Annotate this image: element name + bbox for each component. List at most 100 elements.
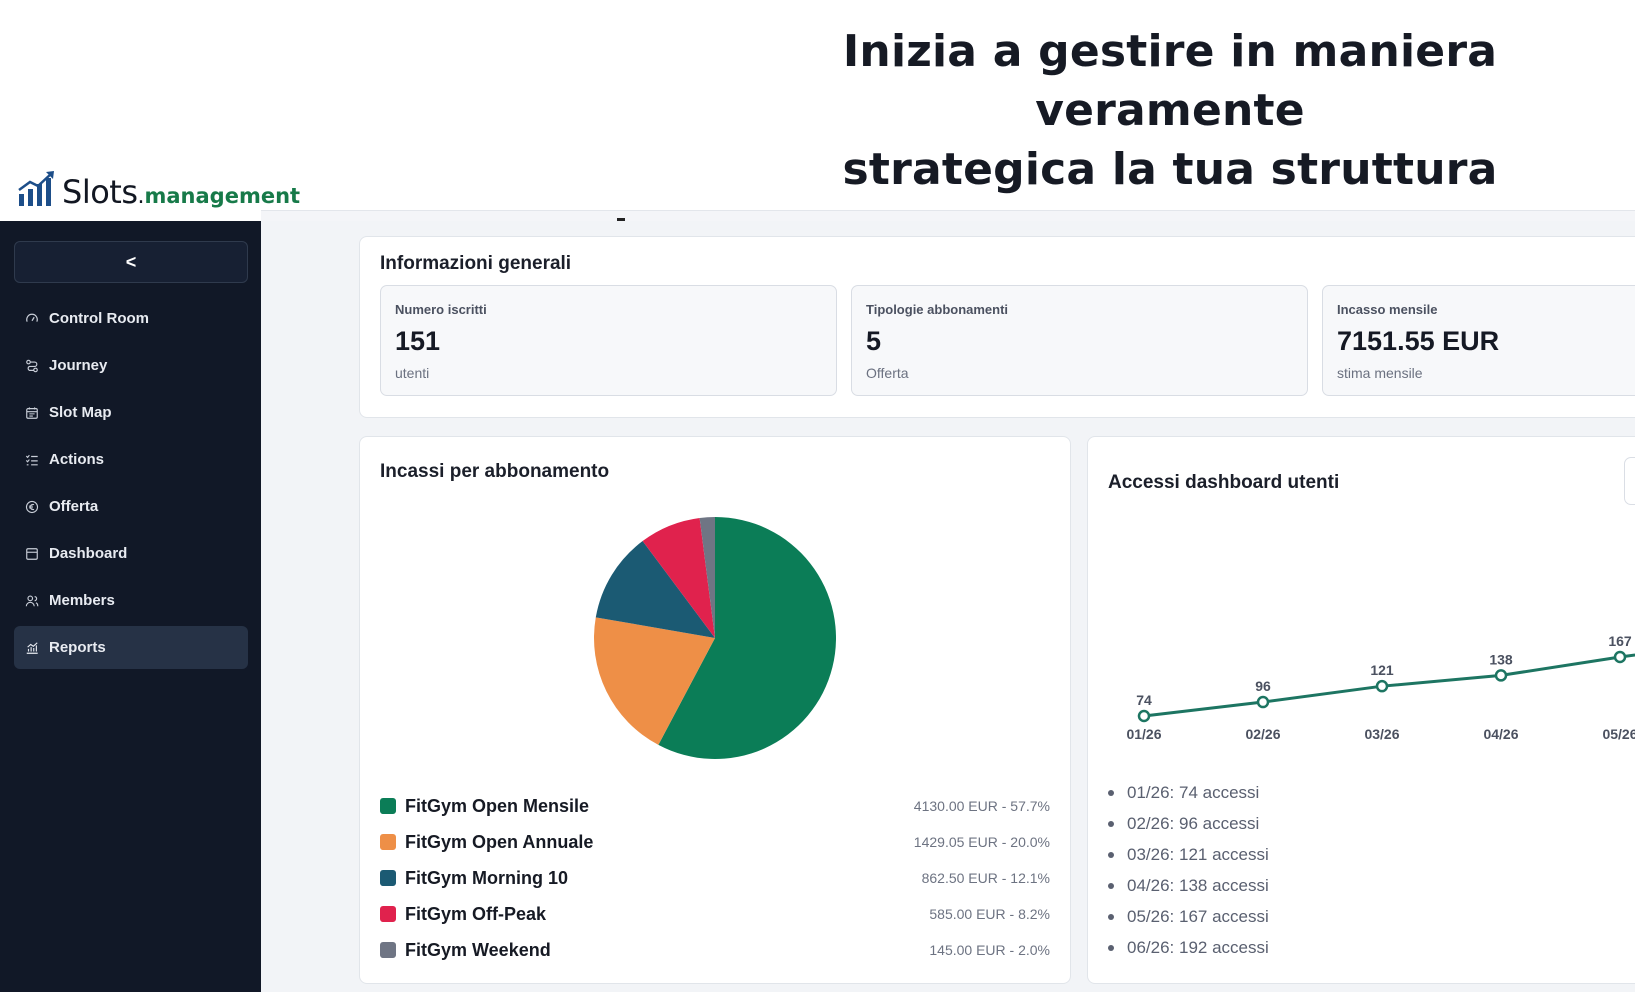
general-info-title: Informazioni generali bbox=[380, 253, 572, 274]
legend-item: FitGym Open Mensile 4130.00 EUR - 57.7% bbox=[380, 794, 1050, 818]
dashboard-access-card: Accessi dashboard utenti 74 01/26 96 02/26 1… bbox=[1087, 436, 1635, 984]
brand-suffix: management bbox=[144, 184, 301, 208]
x-tick-label: 01/26 bbox=[1126, 726, 1161, 742]
calendar-icon bbox=[24, 405, 40, 421]
sidebar-item-label: Reports bbox=[49, 639, 106, 656]
legend-value: 1429.05 EUR - 20.0% bbox=[913, 834, 1050, 850]
stat-card-subscribers: Numero iscritti 151 utenti bbox=[380, 285, 837, 396]
data-label: 121 bbox=[1370, 662, 1394, 678]
access-line-chart: 7401/269602/2612103/2613804/2616705/2619… bbox=[1126, 633, 1635, 742]
legend-item: FitGym Morning 10 862.50 EUR - 12.1% bbox=[380, 866, 1050, 890]
data-label: 74 bbox=[1136, 692, 1152, 708]
hero-heading: Inizia a gestire in maniera veramente st… bbox=[720, 22, 1620, 199]
data-point bbox=[1375, 679, 1389, 693]
x-tick-label: 03/26 bbox=[1364, 726, 1399, 742]
legend-name: FitGym Weekend bbox=[405, 939, 551, 960]
collapse-sidebar-button[interactable]: < bbox=[14, 241, 248, 283]
legend-item: FitGym Weekend 145.00 EUR - 2.0% bbox=[380, 938, 1050, 962]
sidebar-item-journey[interactable]: Journey bbox=[14, 344, 248, 387]
pie-slice bbox=[658, 517, 836, 759]
stat-value: 7151.55 EUR bbox=[1337, 326, 1500, 356]
gauge-icon bbox=[24, 311, 40, 327]
brand-name: Slots bbox=[62, 173, 138, 211]
sidebar-item-dashboard[interactable]: Dashboard bbox=[14, 532, 248, 575]
brand-logo[interactable]: Slots . management bbox=[18, 164, 300, 208]
stat-card-subscription-types: Tipologie abbonamenti 5 Offerta bbox=[851, 285, 1308, 396]
data-label: 167 bbox=[1608, 633, 1632, 649]
pie-slice bbox=[595, 541, 715, 638]
hero-line-1: Inizia a gestire in maniera veramente bbox=[842, 26, 1498, 136]
bar-chart-logo-icon bbox=[18, 171, 54, 206]
brand-dot: . bbox=[137, 184, 145, 209]
x-tick-label: 05/26 bbox=[1602, 726, 1635, 742]
legend-swatch bbox=[380, 798, 396, 814]
sidebar-item-label: Journey bbox=[49, 357, 108, 374]
data-point bbox=[1137, 709, 1151, 723]
access-list: 01/26: 74 accessi 02/26: 96 accessi 03/2… bbox=[1108, 777, 1269, 963]
list-item: 05/26: 167 accessi bbox=[1108, 901, 1269, 932]
stat-label: Incasso mensile bbox=[1337, 302, 1438, 317]
data-label: 138 bbox=[1489, 651, 1513, 667]
legend-value: 585.00 EUR - 8.2% bbox=[929, 906, 1050, 922]
period-select[interactable] bbox=[1624, 457, 1635, 505]
x-tick-label: 02/26 bbox=[1245, 726, 1280, 742]
legend-item: FitGym Off-Peak 585.00 EUR - 8.2% bbox=[380, 902, 1050, 926]
data-point bbox=[1613, 650, 1627, 664]
sidebar-item-offerta[interactable]: Offerta bbox=[14, 485, 248, 528]
legend-swatch bbox=[380, 870, 396, 886]
revenue-by-subscription-card: Incassi per abbonamento FitGym Open Mens… bbox=[359, 436, 1071, 984]
series-line bbox=[1143, 653, 1635, 718]
stat-value: 5 bbox=[866, 326, 882, 356]
legend-swatch bbox=[380, 942, 396, 958]
legend-value: 145.00 EUR - 2.0% bbox=[929, 942, 1050, 958]
pie-card-title: Incassi per abbonamento bbox=[380, 461, 610, 482]
content-top-edge bbox=[261, 210, 1635, 221]
pie-slice bbox=[699, 517, 715, 638]
sidebar-item-label: Slot Map bbox=[49, 404, 112, 421]
sidebar-item-control-room[interactable]: Control Room bbox=[14, 297, 248, 340]
pie-slice bbox=[642, 517, 715, 638]
checklist-icon bbox=[24, 452, 40, 468]
sidebar-nav: Control Room Journey Slot Map Actions Of… bbox=[14, 297, 248, 673]
legend-swatch bbox=[380, 906, 396, 922]
panel-icon bbox=[24, 546, 40, 562]
list-item: 02/26: 96 accessi bbox=[1108, 808, 1269, 839]
general-info-card: Informazioni generali Numero iscritti 15… bbox=[359, 236, 1635, 418]
x-tick-label: 04/26 bbox=[1483, 726, 1518, 742]
legend-value: 4130.00 EUR - 57.7% bbox=[913, 798, 1050, 814]
route-icon bbox=[24, 358, 40, 374]
pie-slice bbox=[594, 617, 715, 745]
stat-value: 151 bbox=[395, 326, 441, 356]
legend-name: FitGym Morning 10 bbox=[405, 867, 569, 888]
legend-value: 862.50 EUR - 12.1% bbox=[921, 870, 1050, 886]
sidebar-item-slot-map[interactable]: Slot Map bbox=[14, 391, 248, 434]
legend-swatch bbox=[380, 834, 396, 850]
sidebar-item-actions[interactable]: Actions bbox=[14, 438, 248, 481]
revenue-pie-chart bbox=[594, 517, 836, 759]
list-item: 06/26: 192 accessi bbox=[1108, 932, 1269, 963]
list-item: 03/26: 121 accessi bbox=[1108, 839, 1269, 870]
legend-name: FitGym Open Annuale bbox=[405, 831, 594, 852]
sidebar-item-label: Members bbox=[49, 592, 115, 609]
legend-item: FitGym Open Annuale 1429.05 EUR - 20.0% bbox=[380, 830, 1050, 854]
sidebar-item-label: Actions bbox=[49, 451, 105, 468]
list-item: 04/26: 138 accessi bbox=[1108, 870, 1269, 901]
sidebar-item-label: Dashboard bbox=[49, 545, 128, 562]
data-point bbox=[1256, 695, 1270, 709]
sidebar-item-label: Offerta bbox=[49, 498, 99, 515]
stat-label: Tipologie abbonamenti bbox=[866, 302, 1009, 317]
legend-name: FitGym Off-Peak bbox=[405, 903, 547, 924]
stat-card-monthly-revenue: Incasso mensile 7151.55 EUR stima mensil… bbox=[1322, 285, 1635, 396]
list-item: 01/26: 74 accessi bbox=[1108, 777, 1269, 808]
sidebar-item-label: Control Room bbox=[49, 310, 149, 327]
sidebar-item-reports[interactable]: Reports bbox=[14, 626, 248, 669]
sidebar-item-members[interactable]: Members bbox=[14, 579, 248, 622]
euro-icon bbox=[24, 499, 40, 515]
data-label: 96 bbox=[1255, 678, 1271, 694]
data-point bbox=[1494, 669, 1508, 682]
sidebar: < Control Room Journey Slot Map Actions … bbox=[0, 221, 261, 992]
chart-icon bbox=[24, 640, 40, 656]
line-card-title: Accessi dashboard utenti bbox=[1108, 472, 1340, 493]
stat-sub: stima mensile bbox=[1337, 365, 1423, 381]
stat-label: Numero iscritti bbox=[395, 302, 487, 317]
